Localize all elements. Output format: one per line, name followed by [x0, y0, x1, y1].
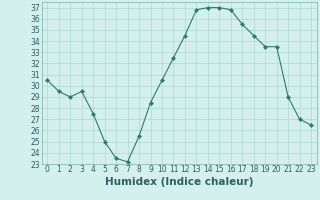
X-axis label: Humidex (Indice chaleur): Humidex (Indice chaleur)	[105, 177, 253, 187]
